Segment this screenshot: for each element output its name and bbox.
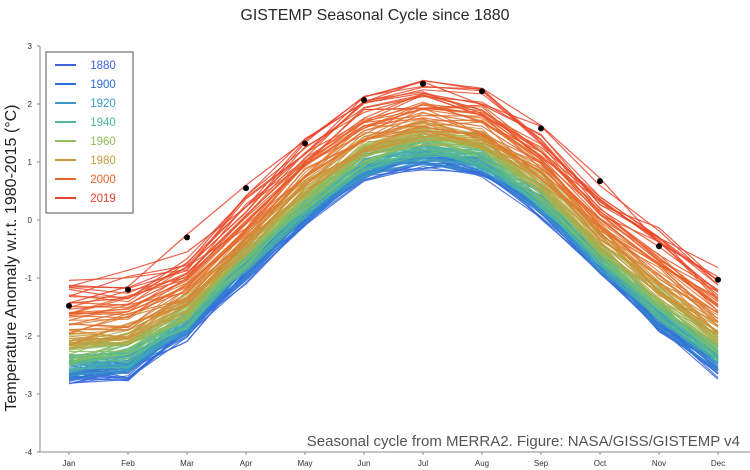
- axes: 3 2 1 0 -1 -2 -3 -4 Jan Feb Mar Apr May Jun Jul Aug Sep O…: [25, 42, 750, 468]
- legend-label-1940: 1940: [90, 117, 116, 129]
- y-tick-label: 2: [28, 100, 33, 109]
- x-tick-label: May: [297, 459, 312, 468]
- series-line-2013: [68, 95, 719, 290]
- x-tick-label: Jun: [358, 459, 371, 468]
- x-tick-label: Aug: [475, 459, 489, 468]
- legend-label-1980: 1980: [90, 155, 116, 167]
- highlight-points: [66, 80, 721, 309]
- series-line-2015: [68, 79, 719, 286]
- x-tick-label: Jan: [63, 459, 76, 468]
- series-line-2007: [68, 104, 719, 303]
- series-line-2017: [68, 86, 719, 288]
- point-2019-May: [302, 140, 308, 147]
- legend-box: [45, 51, 134, 214]
- series-line-1946: [68, 147, 719, 361]
- y-tick-label: -4: [25, 448, 33, 457]
- legend-label-1880: 1880: [90, 60, 116, 72]
- point-2019-Dec: [715, 276, 721, 283]
- y-tick-label: -2: [25, 332, 33, 341]
- y-tick-label: 0: [28, 216, 33, 225]
- x-tick-label: Oct: [594, 459, 607, 468]
- series-line-2019: [68, 80, 719, 304]
- point-2019-Jan: [66, 302, 72, 309]
- y-axis-label: Temperature Anomaly w.r.t. 1980-2015 (°C…: [3, 105, 20, 412]
- x-tick-label: Nov: [652, 459, 666, 468]
- legend-label-2019: 2019: [90, 193, 116, 205]
- series-line-1992: [68, 119, 719, 335]
- point-2019-Sep: [538, 125, 544, 132]
- legend: 1880 1900 1920 1940 1960 1980 2000 2019: [45, 51, 134, 214]
- y-tick-label: -1: [25, 274, 33, 283]
- x-tick-label: Feb: [121, 459, 135, 468]
- x-tick-label: Dec: [711, 459, 725, 468]
- legend-label-2000: 2000: [90, 174, 116, 186]
- point-2019-Mar: [184, 234, 190, 241]
- legend-label-1920: 1920: [90, 98, 116, 110]
- y-tick-label: 1: [28, 158, 33, 167]
- point-2019-Jun: [361, 96, 367, 103]
- x-tick-label: Apr: [240, 459, 253, 468]
- x-tick-label: Sep: [534, 459, 549, 468]
- legend-label-1960: 1960: [90, 136, 116, 148]
- point-2019-Oct: [597, 178, 603, 185]
- point-2019-Feb: [125, 286, 131, 293]
- series-line-1986: [68, 130, 719, 335]
- point-2019-Aug: [479, 88, 485, 95]
- point-2019-Jul: [420, 80, 426, 87]
- series-line-2018: [68, 92, 719, 289]
- x-tick-label: Mar: [180, 459, 194, 468]
- series-line-1998: [68, 114, 719, 322]
- y-tick-label: 3: [28, 42, 33, 51]
- y-tick-label: -3: [25, 390, 33, 399]
- x-tick-label: Jul: [418, 459, 428, 468]
- point-2019-Apr: [243, 185, 249, 192]
- figure-caption: Seasonal cycle from MERRA2. Figure: NASA…: [307, 433, 740, 450]
- chart-title: GISTEMP Seasonal Cycle since 1880: [240, 7, 510, 24]
- series-line-2008: [68, 94, 719, 310]
- series-line-1964: [68, 144, 719, 350]
- series-line-2002: [68, 117, 719, 315]
- series-line-2012: [68, 89, 719, 300]
- series-lines: [68, 79, 719, 385]
- legend-label-1900: 1900: [90, 79, 116, 91]
- point-2019-Nov: [656, 243, 662, 250]
